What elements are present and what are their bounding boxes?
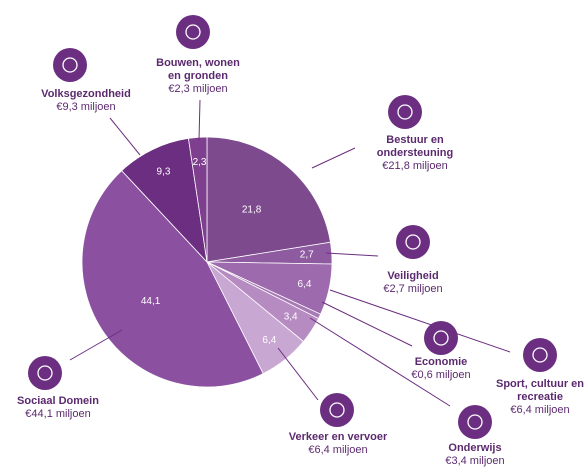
slice-label: 6,4 [262,335,276,346]
callout: Verkeer en vervoer €6,4 miljoen [258,431,418,457]
callout-name: Sociaal Domein [17,395,99,407]
callout-name: Bestuur en ondersteuning [376,134,454,159]
leader-line [277,347,319,401]
slice-label: 9,3 [157,167,171,178]
callout: Sociaal Domein €44,1 miljoen [0,395,138,421]
icon-circle [53,48,87,82]
slice-label: 2,3 [193,157,207,168]
leader-line [69,329,123,361]
icon-circle [458,405,492,439]
callout-name: Onderwijs [448,442,502,454]
callout: Bestuur en ondersteuning €21,8 miljoen [335,134,495,173]
callout-amount: €3,4 miljoen [445,455,505,467]
icon-glyph [532,347,548,363]
callout-name: Volksgezondheid [41,88,131,100]
icon-glyph [397,104,413,120]
slice-label: 2,7 [300,250,314,261]
icon-glyph [329,402,345,418]
pie-slice [81,170,264,388]
icon-glyph [433,330,449,346]
icon-glyph [185,24,201,40]
callout-amount: €6,4 miljoen [308,444,368,456]
callout-amount: €2,7 miljoen [383,283,443,295]
leader-line [309,317,451,407]
pie-slice [121,137,208,264]
callout-amount: €44,1 miljoen [25,408,91,420]
icon-glyph [405,234,421,250]
callout: Sport, cultuur en recreatie €6,4 miljoen [460,378,587,417]
icon-glyph [37,365,53,381]
icon-circle [523,338,557,372]
icon-glyph [62,57,78,73]
leader-line [329,289,511,353]
callout-name: Bouwen, wonen en gronden [156,57,240,82]
icon-circle [28,356,62,390]
icon-circle [424,321,458,355]
leader-line [311,147,356,169]
slice-label: 3,4 [284,311,298,322]
callout-name: Verkeer en vervoer [288,431,388,443]
leader-line [198,99,201,141]
callout: Bouwen, wonen en gronden €2,3 miljoen [118,57,278,96]
callout-name: Sport, cultuur en recreatie [496,378,584,403]
callout: Onderwijs €3,4 miljoen [395,442,555,468]
callout: Volksgezondheid €9,3 miljoen [6,88,166,114]
callout-amount: €0,6 miljoen [411,369,471,381]
callout-amount: €6,4 miljoen [510,404,570,416]
callout: Veiligheid €2,7 miljoen [333,270,493,296]
icon-circle [176,15,210,49]
callout: Economie €0,6 miljoen [361,356,521,382]
callout-amount: €2,3 miljoen [168,83,228,95]
leader-line [109,117,141,156]
callout-amount: €21,8 miljoen [382,160,448,172]
callout-amount: €9,3 miljoen [56,101,116,113]
leader-line [321,301,413,347]
pie-slice [206,136,331,263]
callout-name: Economie [414,356,468,368]
slice-label: 44,1 [141,296,161,307]
pie-slice [187,136,208,263]
slice-label: 6,4 [298,279,312,290]
icon-circle [320,393,354,427]
icon-circle [396,225,430,259]
icon-circle [388,95,422,129]
icon-glyph [467,414,483,430]
callout-name: Veiligheid [387,270,439,282]
leader-line [325,252,379,257]
slice-label: 21,8 [242,204,262,215]
